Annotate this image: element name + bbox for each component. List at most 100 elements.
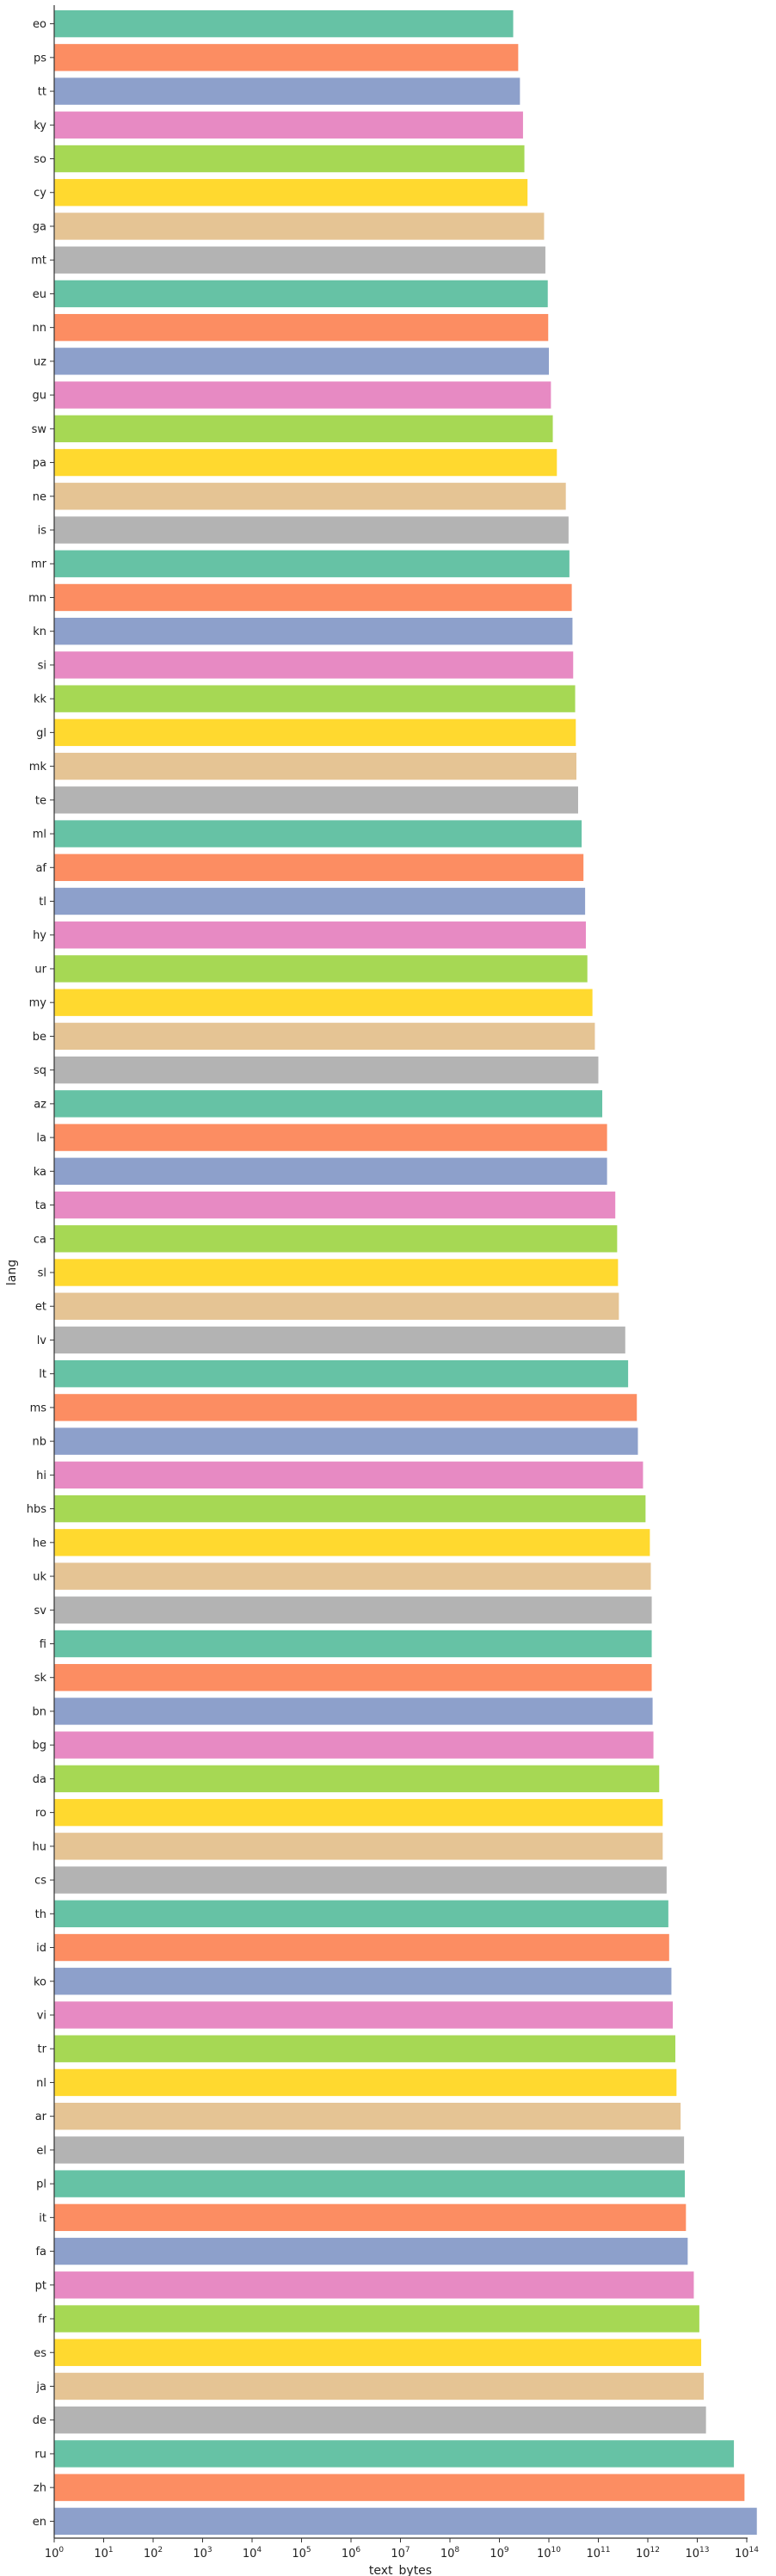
y-tick-label-hi: hi bbox=[36, 1470, 46, 1482]
y-tick-label-hbs: hbs bbox=[27, 1503, 46, 1516]
bar-vi bbox=[54, 2001, 674, 2029]
bar-ur bbox=[54, 955, 588, 983]
x-tick-label: 104 bbox=[243, 2546, 262, 2561]
bar-ps bbox=[54, 44, 519, 71]
y-tick-label-my: my bbox=[29, 997, 47, 1010]
y-tick-label-th: th bbox=[35, 1908, 46, 1921]
y-tick-label-tt: tt bbox=[38, 86, 46, 99]
y-tick-label-cy: cy bbox=[34, 187, 46, 200]
bar-ko bbox=[54, 1968, 672, 1995]
y-tick-label-es: es bbox=[34, 2347, 46, 2360]
bar-uz bbox=[54, 348, 549, 375]
x-axis: 100 101 102 103 104 105 106 107 108 109 1010 1011 10… bbox=[45, 2537, 759, 2561]
y-tick-label-uz: uz bbox=[34, 355, 46, 368]
y-tick-label-la: la bbox=[36, 1132, 46, 1145]
y-tick-label-eu: eu bbox=[33, 288, 46, 301]
x-tick-label: 101 bbox=[94, 2546, 113, 2561]
bar-si bbox=[54, 651, 574, 679]
x-tick-label: 1013 bbox=[686, 2546, 710, 2561]
bar-fr bbox=[54, 2305, 699, 2333]
bar-hi bbox=[54, 1461, 644, 1489]
y-tick-label-zh: zh bbox=[34, 2482, 46, 2495]
y-tick-label-nb: nb bbox=[33, 1436, 47, 1449]
y-axis: eo ps tt ky so cy ga mt eu nn uz gu sw pa ne is mr mn kn si… bbox=[27, 5, 55, 2538]
y-tick-label-uk: uk bbox=[33, 1571, 46, 1584]
y-tick-label-cs: cs bbox=[34, 1875, 46, 1888]
bar-pl bbox=[54, 2170, 686, 2197]
bar-so bbox=[54, 145, 525, 173]
y-tick-label-vi: vi bbox=[37, 2009, 46, 2022]
bar-nn bbox=[54, 313, 549, 342]
bar-lt bbox=[54, 1359, 629, 1388]
y-axis-title: lang bbox=[5, 1260, 19, 1285]
bar-sv bbox=[54, 1596, 652, 1624]
y-tick-label-mr: mr bbox=[31, 558, 47, 571]
bar-ru bbox=[54, 2440, 735, 2468]
x-axis-title: text_bytes bbox=[369, 2564, 432, 2576]
bar-eo bbox=[54, 9, 514, 38]
bar-hbs bbox=[54, 1494, 646, 1523]
bar-kk bbox=[54, 685, 576, 712]
y-tick-label-el: el bbox=[36, 2144, 46, 2157]
bar-be bbox=[54, 1022, 595, 1051]
bar-gu bbox=[54, 381, 551, 409]
y-tick-label-en: en bbox=[33, 2516, 46, 2529]
y-tick-label-lt: lt bbox=[39, 1368, 46, 1381]
bar-nl bbox=[54, 2068, 677, 2097]
bar-cs bbox=[54, 1866, 667, 1894]
y-tick-label-ro: ro bbox=[35, 1807, 46, 1820]
x-tick-label: 105 bbox=[292, 2546, 311, 2561]
y-tick-label-is: is bbox=[38, 525, 47, 538]
y-tick-label-ky: ky bbox=[34, 120, 46, 132]
y-tick-label-hu: hu bbox=[33, 1840, 46, 1853]
bar-fa bbox=[54, 2237, 688, 2265]
y-tick-label-fa: fa bbox=[35, 2246, 46, 2259]
y-tick-label-sk: sk bbox=[34, 1672, 47, 1685]
y-tick-label-eo: eo bbox=[33, 18, 46, 31]
bar-th bbox=[54, 1900, 668, 1927]
bar-mt bbox=[54, 246, 545, 274]
bar-ca bbox=[54, 1225, 618, 1253]
bar-ml bbox=[54, 820, 582, 847]
bar-mr bbox=[54, 550, 570, 577]
y-tick-label-kk: kk bbox=[34, 693, 47, 706]
y-tick-label-ur: ur bbox=[34, 963, 46, 976]
bar-el bbox=[54, 2136, 685, 2164]
bar-eu bbox=[54, 280, 548, 308]
y-tick-label-ja: ja bbox=[35, 2381, 46, 2394]
y-tick-label-bg: bg bbox=[32, 1740, 46, 1753]
y-tick-label-mn: mn bbox=[28, 592, 46, 605]
x-tick-label: 103 bbox=[193, 2546, 212, 2561]
y-tick-label-ga: ga bbox=[33, 220, 46, 233]
y-tick-label-mk: mk bbox=[29, 761, 47, 773]
y-tick-label-nl: nl bbox=[36, 2077, 46, 2090]
bar-de bbox=[54, 2407, 706, 2434]
y-tick-label-fi: fi bbox=[40, 1638, 46, 1651]
bar-ja bbox=[54, 2372, 704, 2400]
x-tick-label: 1011 bbox=[587, 2546, 611, 2561]
y-tick-label-ml: ml bbox=[33, 829, 46, 841]
bar-es bbox=[54, 2339, 702, 2366]
bar-kn bbox=[54, 618, 573, 645]
y-tick-label-gl: gl bbox=[36, 727, 46, 740]
y-tick-label-ru: ru bbox=[34, 2448, 46, 2461]
y-tick-label-hy: hy bbox=[33, 929, 46, 942]
x-tick-label: 100 bbox=[45, 2546, 65, 2561]
bar-sw bbox=[54, 415, 553, 443]
y-tick-label-et: et bbox=[35, 1301, 46, 1314]
bar-is bbox=[54, 516, 569, 544]
x-tick-label: 109 bbox=[490, 2546, 509, 2561]
y-tick-label-sl: sl bbox=[38, 1267, 46, 1280]
bar-lv bbox=[54, 1326, 625, 1354]
bar-tr bbox=[54, 2035, 675, 2062]
y-tick-label-ms: ms bbox=[30, 1402, 47, 1414]
bar-te bbox=[54, 786, 578, 814]
bar-mn bbox=[54, 583, 572, 612]
bar-my bbox=[54, 989, 593, 1016]
x-tick-label: 102 bbox=[144, 2546, 163, 2561]
bar-af bbox=[54, 854, 584, 881]
bar-az bbox=[54, 1090, 603, 1118]
y-tick-label-nn: nn bbox=[33, 322, 46, 335]
y-tick-label-tl: tl bbox=[39, 896, 46, 909]
bar-it bbox=[54, 2203, 687, 2232]
